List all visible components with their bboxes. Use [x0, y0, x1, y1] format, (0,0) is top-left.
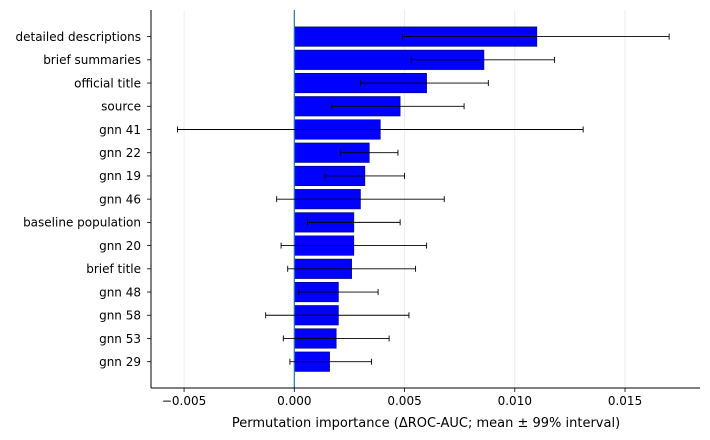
x-tick-label: −0.005 [162, 394, 206, 408]
error-bars [177, 33, 670, 365]
category-label: gnn 29 [99, 355, 141, 369]
x-axis-title: Permutation importance (ΔROC-AUC; mean ±… [232, 416, 620, 431]
axes: detailed descriptions brief summaries offi… [15, 10, 700, 408]
category-label: gnn 41 [99, 123, 141, 137]
x-tick-label: 0.010 [498, 394, 532, 408]
category-label: detailed descriptions [15, 30, 141, 44]
category-label: official title [74, 76, 141, 90]
category-label: gnn 22 [99, 146, 141, 160]
category-label: brief summaries [43, 53, 141, 67]
category-label: gnn 53 [99, 332, 141, 346]
category-label: gnn 19 [99, 169, 141, 183]
x-tick-label: 0.000 [277, 394, 311, 408]
category-label: gnn 48 [99, 285, 141, 299]
x-tick-label: 0.005 [387, 394, 421, 408]
category-label: brief title [86, 262, 141, 276]
category-label: gnn 46 [99, 192, 141, 206]
category-label: source [101, 100, 141, 114]
category-label: gnn 58 [99, 309, 141, 323]
category-label: baseline population [23, 216, 141, 230]
category-label: gnn 20 [99, 239, 141, 253]
x-tick-label: 0.015 [608, 394, 642, 408]
